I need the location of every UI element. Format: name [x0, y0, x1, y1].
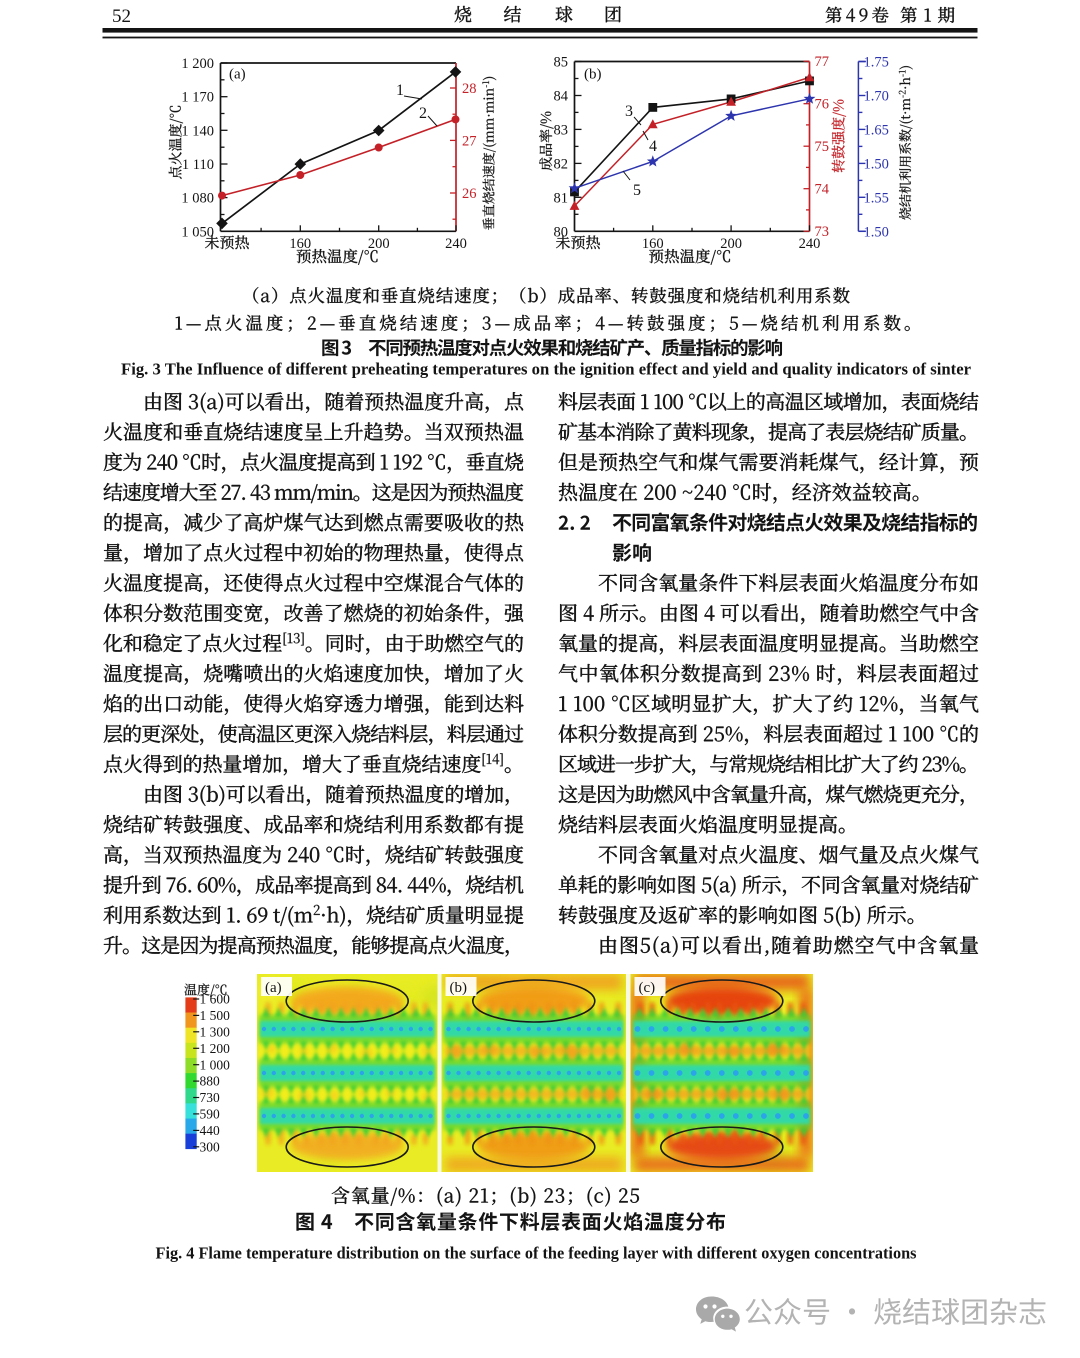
svg-text:240: 240	[445, 236, 467, 252]
svg-text:1 140: 1 140	[181, 123, 214, 139]
svg-text:77: 77	[815, 54, 830, 70]
svg-text:(a): (a)	[229, 67, 246, 83]
svg-text:73: 73	[815, 224, 830, 240]
svg-text:85: 85	[554, 55, 569, 71]
svg-text:880: 880	[200, 1074, 221, 1089]
svg-text:1.75: 1.75	[864, 55, 889, 71]
svg-text:(c): (c)	[639, 980, 656, 996]
svg-text:75: 75	[815, 139, 830, 155]
svg-text:200: 200	[368, 236, 390, 252]
svg-text:1 200: 1 200	[181, 56, 214, 72]
svg-text:2: 2	[419, 105, 427, 122]
svg-text:160: 160	[642, 236, 664, 252]
svg-text:76: 76	[815, 97, 830, 113]
svg-text:(b): (b)	[584, 67, 602, 83]
svg-text:84: 84	[554, 89, 569, 105]
svg-text:82: 82	[554, 156, 569, 172]
svg-text:200: 200	[720, 236, 742, 252]
svg-text:1 050: 1 050	[181, 224, 214, 240]
svg-text:1 080: 1 080	[181, 191, 214, 207]
svg-text:74: 74	[815, 182, 830, 198]
svg-text:Fig. 3 The Influence of dif: Fig. 3 The Influence of different prehea…	[121, 360, 971, 379]
svg-text:1 110: 1 110	[182, 157, 214, 173]
svg-text:83: 83	[554, 122, 569, 138]
svg-text:1 000: 1 000	[200, 1057, 231, 1072]
svg-text:1.55: 1.55	[864, 190, 889, 206]
svg-text:1.65: 1.65	[864, 122, 889, 138]
svg-text:1.50: 1.50	[864, 224, 889, 240]
svg-text:300: 300	[200, 1139, 221, 1154]
svg-text:1 300: 1 300	[200, 1024, 231, 1039]
svg-text:5: 5	[633, 182, 641, 199]
svg-text:1.70: 1.70	[864, 89, 889, 105]
svg-text:1: 1	[396, 82, 404, 99]
svg-text:(b): (b)	[450, 980, 468, 996]
svg-text:52: 52	[112, 6, 131, 27]
svg-text:(a): (a)	[265, 980, 282, 996]
svg-text:1 170: 1 170	[181, 90, 214, 106]
svg-text:440: 440	[200, 1123, 221, 1138]
svg-text:27: 27	[462, 133, 477, 149]
svg-text:160: 160	[289, 236, 311, 252]
svg-text:730: 730	[200, 1090, 221, 1105]
svg-text:1 500: 1 500	[200, 1008, 231, 1023]
svg-text:240: 240	[799, 236, 821, 252]
svg-text:Fig. 4 Flame temperature di: Fig. 4 Flame temperature distribution on…	[156, 1244, 917, 1263]
svg-text:4: 4	[649, 138, 657, 155]
svg-text:28: 28	[462, 81, 477, 97]
svg-text:1 600: 1 600	[200, 992, 231, 1007]
svg-text:3: 3	[625, 103, 633, 120]
svg-text:1.50: 1.50	[864, 156, 889, 172]
svg-text:26: 26	[462, 186, 477, 202]
svg-text:1 200: 1 200	[200, 1041, 231, 1056]
svg-text:81: 81	[554, 190, 569, 206]
svg-text:590: 590	[200, 1107, 221, 1122]
svg-text:80: 80	[554, 224, 569, 240]
